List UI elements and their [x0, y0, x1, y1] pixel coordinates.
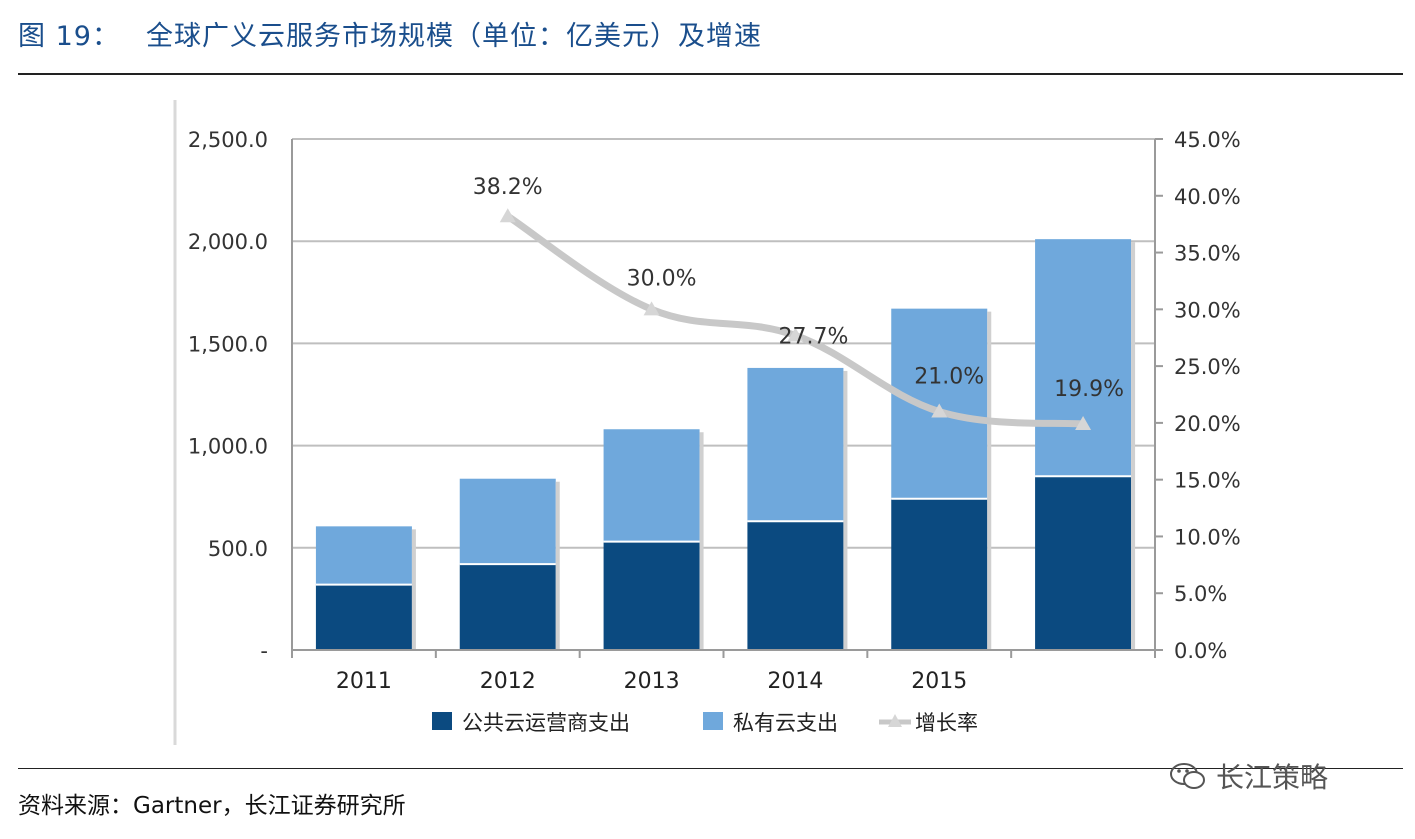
y-left-tick-label: 1,500.0 — [188, 332, 268, 356]
y-left-tick-label: 2,000.0 — [188, 230, 268, 254]
y-right-tick-label: 30.0% — [1174, 298, 1241, 322]
legend-label: 公共云运营商支出 — [462, 711, 630, 735]
bar-shadow — [987, 311, 992, 650]
x-tick-label: 2014 — [767, 669, 823, 694]
bar-public — [891, 498, 988, 650]
source-note: 资料来源：Gartner，长江证券研究所 — [18, 793, 406, 819]
bottom-rule — [18, 768, 1403, 769]
bar-public — [315, 584, 412, 650]
x-tick-label: 2011 — [336, 669, 392, 694]
y-left-tick-label: 2,500.0 — [188, 128, 268, 152]
y-right-tick-label: 45.0% — [1174, 128, 1241, 152]
y-left-tick-label: 500.0 — [208, 537, 268, 561]
legend-label: 私有云支出 — [733, 711, 838, 735]
bar-private — [747, 367, 844, 522]
data-labels: 38.2% 30.0% 27.7% 21.0% 19.9% — [473, 175, 1124, 402]
bar-public — [747, 521, 844, 650]
y-right-tick-label: 35.0% — [1174, 242, 1241, 266]
legend-swatch-growth-marker — [888, 714, 902, 727]
gridlines — [292, 138, 1155, 549]
y-right-tick-label: 25.0% — [1174, 355, 1241, 379]
x-tick-label: 2015 — [911, 669, 967, 694]
bar-shadow — [1131, 242, 1136, 650]
bar-shadow — [843, 370, 848, 650]
y-left-tick-label: - — [260, 639, 268, 663]
wechat-icon — [1170, 763, 1205, 789]
growth-label: 38.2% — [473, 175, 543, 200]
x-tick-label: 2013 — [624, 669, 680, 694]
bar-shadow — [411, 529, 416, 650]
y-right-tick-label: 15.0% — [1174, 469, 1241, 493]
bar-shadow — [699, 432, 704, 650]
growth-point — [931, 403, 948, 418]
watermark: 长江策略 — [1168, 756, 1328, 796]
y-right-tick-label: 20.0% — [1174, 412, 1241, 436]
growth-label: 27.7% — [778, 324, 848, 349]
figure-title-text: 全球广义云服务市场规模（单位：亿美元）及增速 — [145, 21, 762, 52]
figure-title: 图 19： 全球广义云服务市场规模（单位：亿美元）及增速 — [18, 14, 762, 53]
tick-labels: - 500.0 1,000.0 1,500.0 2,000.0 2,500.0 0.0% 5.… — [188, 128, 1241, 694]
growth-point — [499, 208, 516, 223]
bar-private — [315, 526, 412, 585]
bar-private — [603, 429, 700, 542]
bars — [315, 239, 1136, 650]
figure-number: 图 19： — [18, 21, 120, 52]
growth-line — [499, 208, 1092, 431]
watermark-text: 长江策略 — [1216, 761, 1329, 794]
axes — [173, 100, 1163, 745]
growth-point — [643, 301, 660, 316]
bar-public — [1035, 476, 1132, 650]
y-right-tick-label: 0.0% — [1174, 639, 1227, 663]
bar-public — [459, 564, 556, 650]
legend-label: 增长率 — [915, 711, 978, 735]
legend-swatch-public — [432, 712, 452, 730]
y-right-tick-label: 40.0% — [1174, 185, 1241, 209]
growth-label: 19.9% — [1054, 377, 1124, 402]
growth-label: 21.0% — [914, 365, 984, 390]
bar-public — [603, 541, 700, 650]
top-rule — [18, 73, 1403, 75]
y-right-tick-label: 10.0% — [1174, 525, 1241, 549]
bar-private — [1035, 239, 1132, 477]
growth-point — [1075, 416, 1092, 431]
legend: 公共云运营商支出 私有云支出 增长率 — [432, 711, 978, 735]
bar-private — [459, 478, 556, 565]
bar-shadow — [555, 481, 560, 650]
growth-label: 30.0% — [627, 266, 697, 291]
y-left-tick-label: 1,000.0 — [188, 435, 268, 459]
x-tick-label: 2012 — [480, 669, 536, 694]
y-right-tick-label: 5.0% — [1174, 582, 1227, 606]
legend-swatch-private — [703, 712, 723, 730]
growth-point — [787, 327, 804, 342]
